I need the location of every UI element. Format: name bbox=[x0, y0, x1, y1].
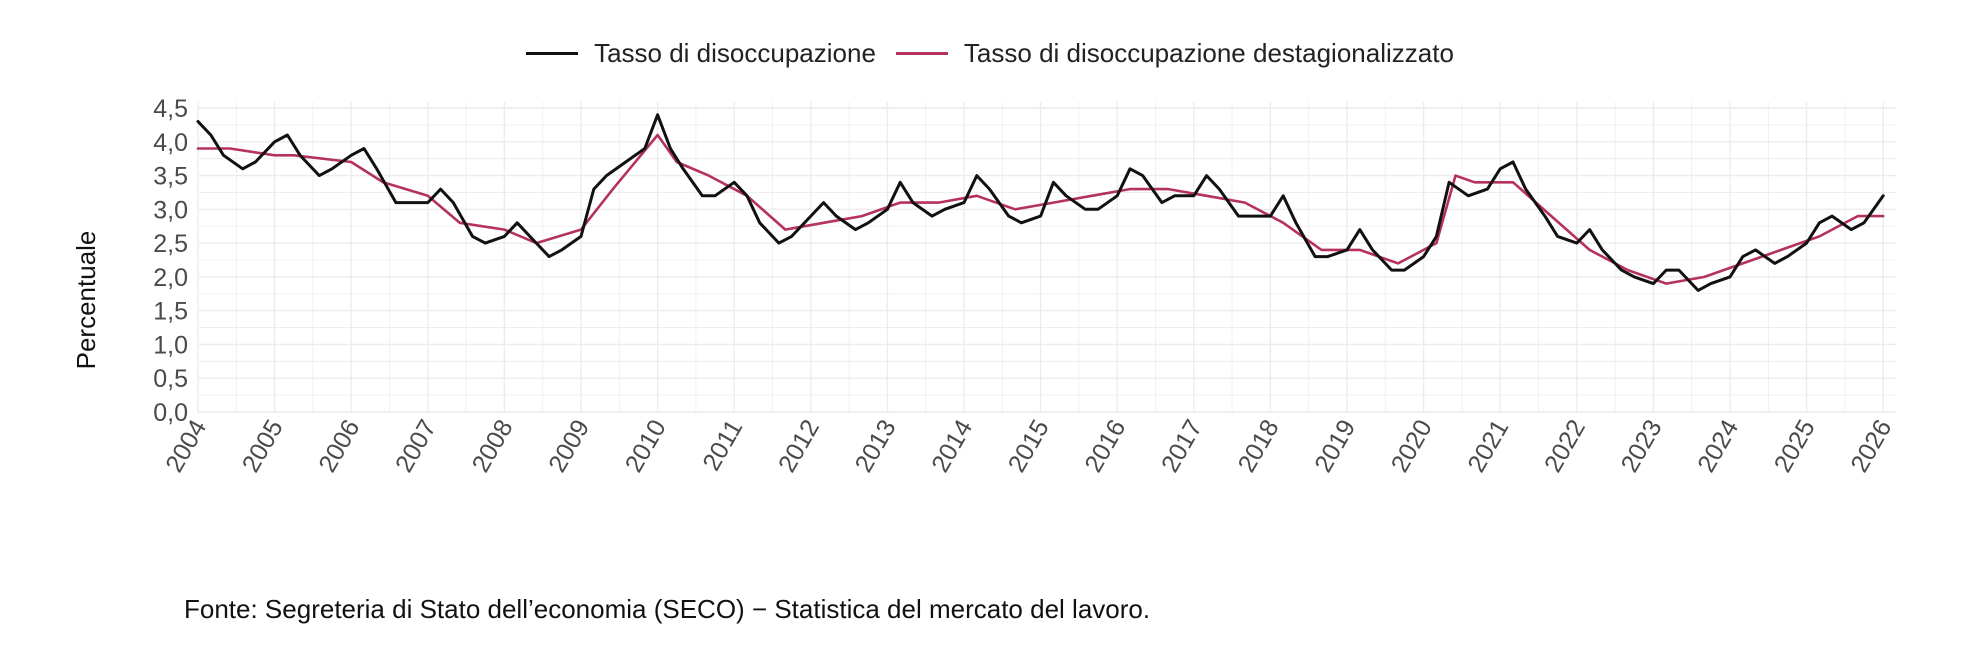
x-tick-label: 2014 bbox=[926, 415, 978, 477]
x-tick-label: 2025 bbox=[1769, 415, 1821, 477]
series-lines bbox=[196, 113, 1885, 292]
y-tick-label: 4,5 bbox=[153, 95, 188, 123]
y-tick-label: 3,0 bbox=[153, 196, 188, 224]
legend-label-tasso: Tasso di disoccupazione bbox=[594, 38, 876, 68]
legend: Tasso di disoccupazione Tasso di disoccu… bbox=[0, 38, 1980, 69]
x-tick-label: 2010 bbox=[620, 415, 672, 477]
x-tick-label: 2026 bbox=[1845, 415, 1897, 477]
x-tick-label: 2005 bbox=[237, 415, 289, 477]
legend-label-destagionalizzato: Tasso di disoccupazione destagionalizzat… bbox=[963, 38, 1454, 68]
x-tick-label: 2006 bbox=[313, 415, 365, 477]
x-tick-label: 2023 bbox=[1616, 415, 1668, 477]
legend-swatch-destagionalizzato bbox=[895, 52, 948, 55]
x-tick-label: 2016 bbox=[1079, 415, 1131, 477]
x-tick-label: 2021 bbox=[1462, 415, 1514, 477]
y-tick-label: 1,5 bbox=[153, 298, 188, 326]
x-tick-label: 2011 bbox=[697, 415, 748, 476]
y-tick-label: 4,0 bbox=[153, 129, 188, 157]
x-tick-label: 2009 bbox=[543, 415, 595, 477]
x-tick-label: 2008 bbox=[467, 415, 519, 477]
x-tick-label: 2017 bbox=[1156, 415, 1208, 477]
series-line-tasso bbox=[196, 113, 1885, 292]
x-tick-label: 2019 bbox=[1309, 415, 1361, 477]
y-tick-label: 2,5 bbox=[153, 230, 188, 258]
legend-item-tasso: Tasso di disoccupazione bbox=[526, 38, 876, 69]
y-axis-title: Percentuale bbox=[71, 231, 101, 370]
source-note: Fonte: Segreteria di Stato dell’economia… bbox=[184, 594, 1151, 624]
y-axis-ticks: 0,0 0,5 1,0 1,5 2,0 2,5 3,0 3,5 4,0 4,5 bbox=[153, 95, 188, 427]
legend-swatch-tasso bbox=[526, 52, 579, 55]
x-tick-label: 2007 bbox=[390, 415, 442, 477]
x-tick-label: 2022 bbox=[1539, 415, 1591, 477]
x-axis-ticks: 2004 2005 2006 2007 2008 2009 2010 2011 2012 2013… bbox=[160, 415, 1897, 477]
series-line-destagionalizzato bbox=[196, 133, 1885, 285]
y-tick-label: 2,0 bbox=[153, 264, 188, 292]
x-tick-label: 2015 bbox=[1003, 415, 1055, 477]
y-tick-label: 3,5 bbox=[153, 163, 188, 191]
y-tick-label: 0,0 bbox=[153, 399, 188, 427]
x-tick-label: 2024 bbox=[1692, 415, 1744, 477]
x-tick-label: 2012 bbox=[773, 415, 825, 477]
x-tick-label: 2020 bbox=[1386, 415, 1438, 477]
x-tick-label: 2013 bbox=[850, 415, 902, 477]
x-tick-label: 2018 bbox=[1233, 415, 1285, 477]
legend-item-destagionalizzato: Tasso di disoccupazione destagionalizzat… bbox=[895, 38, 1454, 69]
y-tick-label: 0,5 bbox=[153, 365, 188, 393]
grid bbox=[197, 102, 1896, 413]
y-tick-label: 1,0 bbox=[153, 331, 188, 359]
